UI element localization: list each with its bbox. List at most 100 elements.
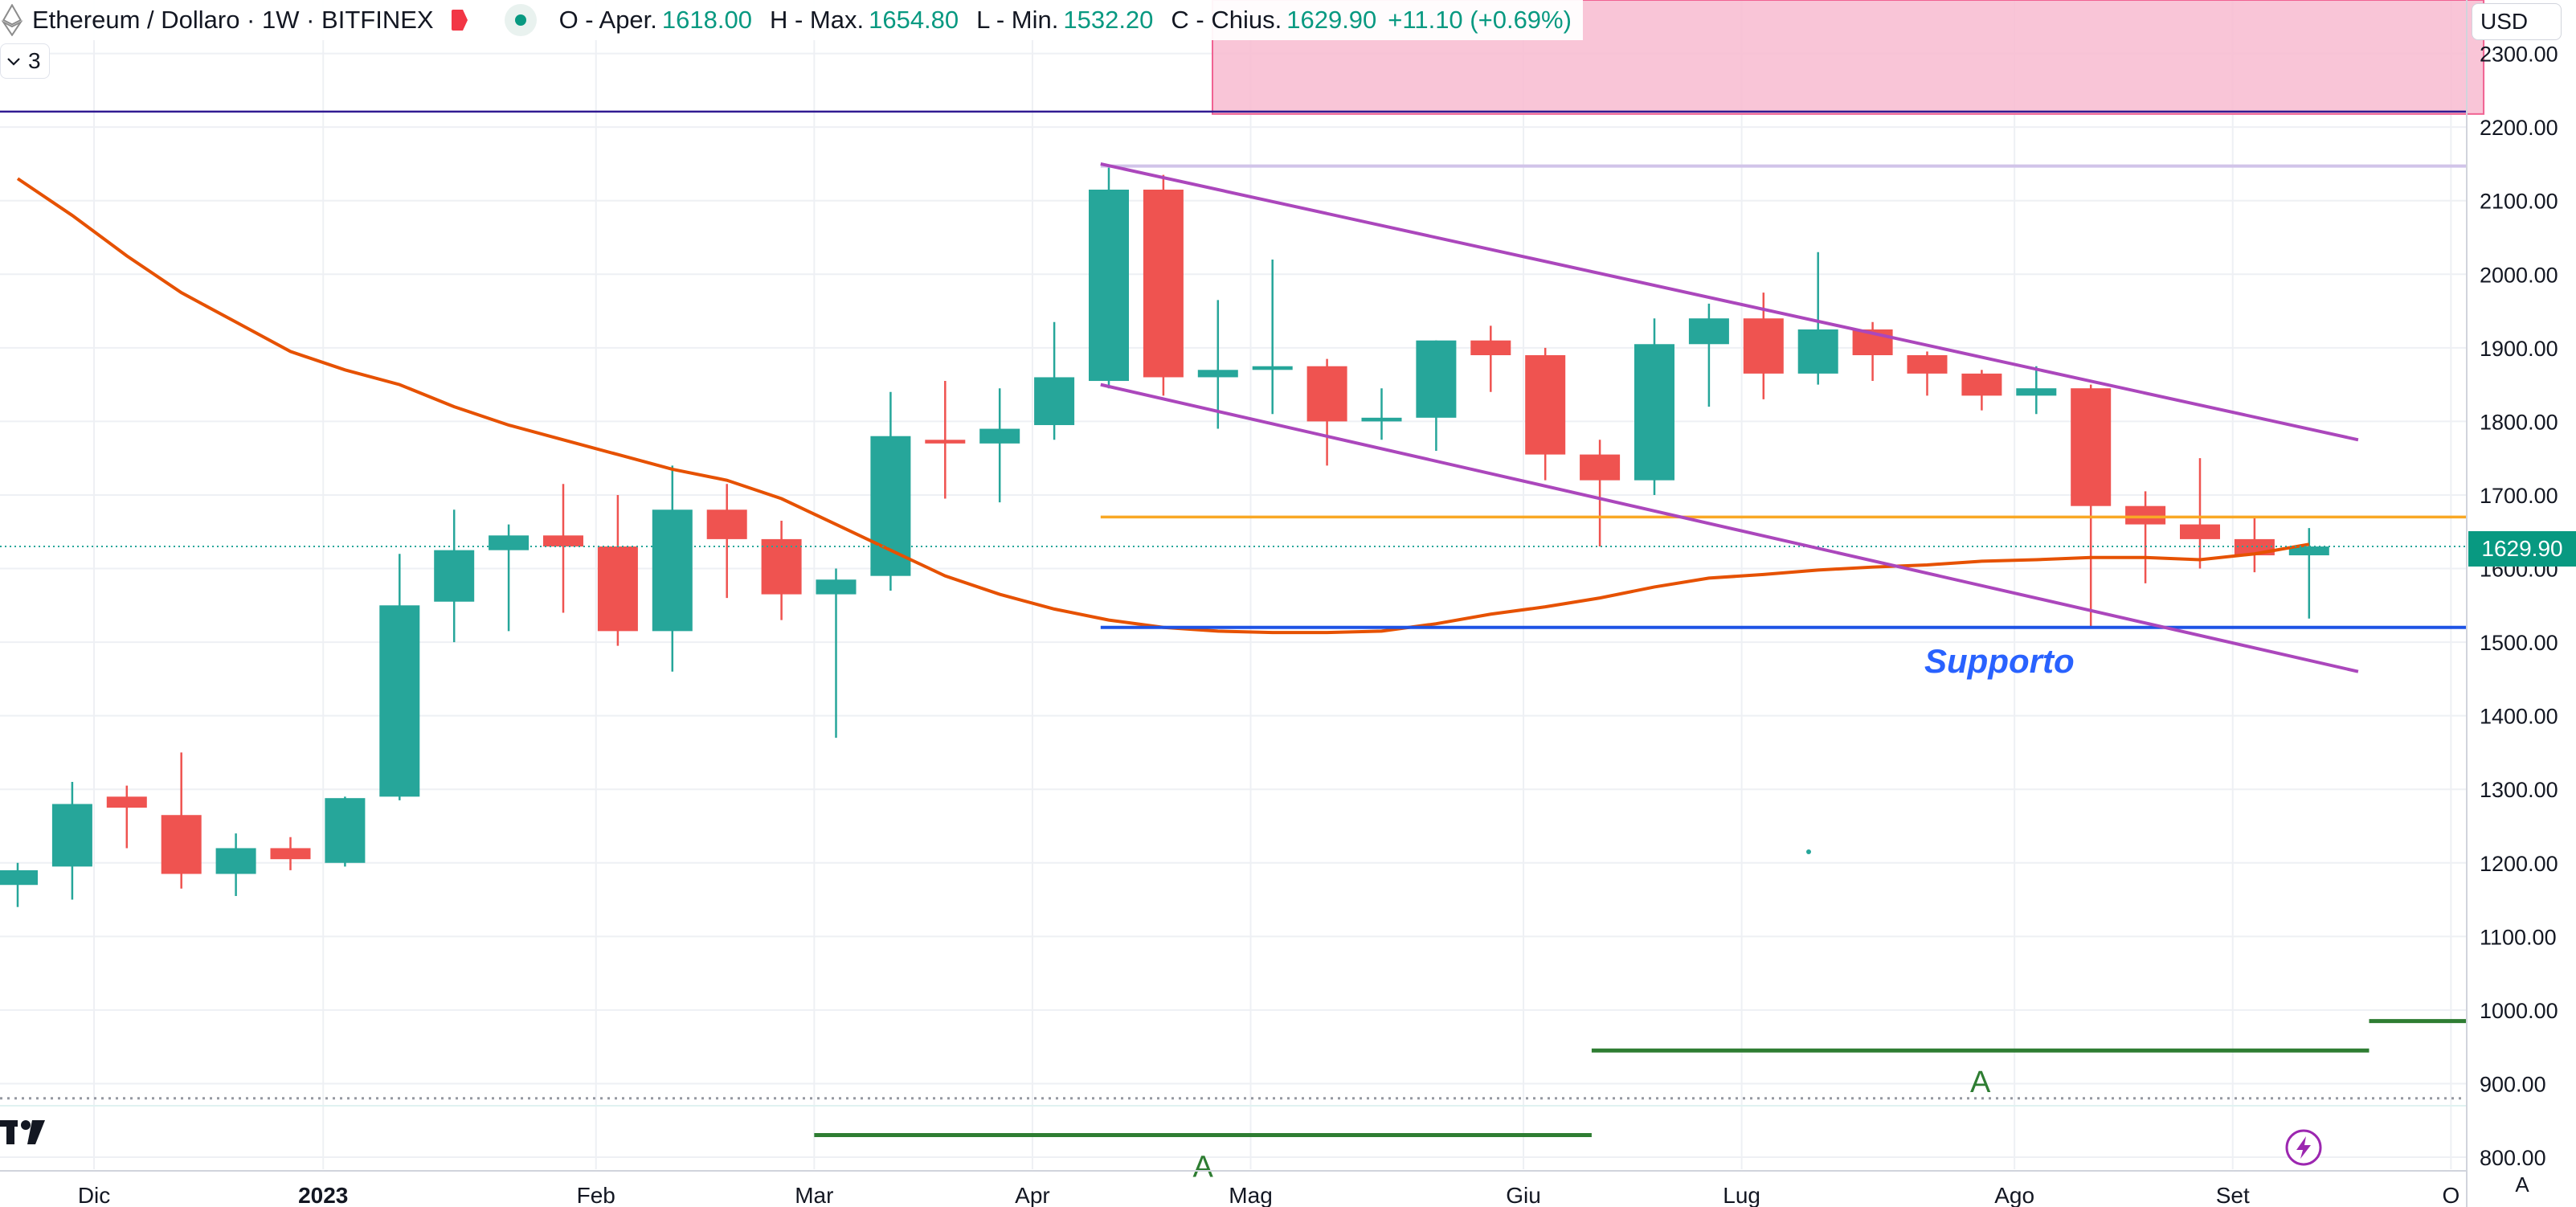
alert-label: A (1192, 1151, 1213, 1184)
candle (1743, 293, 1784, 399)
candle-body (979, 428, 1020, 444)
candle (816, 568, 857, 739)
candle (2288, 528, 2329, 619)
candle (161, 752, 202, 889)
y-tick-label: 1200.00 (2480, 852, 2558, 876)
candle (1470, 325, 1511, 392)
indicator-collapse-button[interactable]: 3 (0, 43, 50, 79)
candle (0, 862, 38, 907)
x-tick-label: Ago (1994, 1183, 2034, 1207)
candle-body (1634, 344, 1674, 481)
auto-scale-button[interactable]: A (2515, 1172, 2529, 1197)
candle-body (1688, 318, 1729, 345)
candle-body (1143, 189, 1184, 378)
candle-body (2016, 388, 2057, 396)
x-tick-label: O (2442, 1183, 2459, 1207)
candle (1688, 303, 1729, 407)
candle (543, 484, 583, 613)
candle-body (1034, 377, 1075, 425)
low-value: 1532.20 (1063, 6, 1154, 34)
candle (1252, 259, 1293, 415)
candle-body (489, 535, 530, 550)
candle-body (270, 848, 311, 860)
candle-body (1961, 373, 2002, 396)
candle (270, 837, 311, 870)
candle-body (706, 509, 747, 539)
market-status-icon[interactable] (504, 4, 537, 36)
candle-body (2180, 524, 2220, 539)
candle (2180, 458, 2220, 569)
candle-body (1470, 340, 1511, 355)
candle (1580, 440, 1621, 547)
candle (870, 391, 911, 591)
y-tick-label: 1800.00 (2480, 410, 2558, 434)
candle (597, 494, 638, 646)
x-tick-label: Giu (1506, 1183, 1541, 1207)
candle (379, 554, 420, 800)
candle-body (1197, 370, 1238, 378)
high-label: H - Max. (769, 6, 865, 34)
candle (706, 484, 747, 599)
flag-icon[interactable] (451, 10, 474, 31)
candle (2071, 384, 2112, 628)
candle-body (1361, 417, 1402, 422)
candle-body (1525, 354, 1566, 455)
candle (434, 509, 475, 643)
symbol-title[interactable]: Ethereum / Dollaro · 1W · BITFINEX (32, 6, 434, 34)
candle (489, 524, 530, 632)
candle (2234, 517, 2275, 573)
candle-body (1306, 366, 1347, 422)
open-value: 1618.00 (661, 6, 752, 34)
candle-body (870, 436, 911, 576)
alert-label: A (1970, 1066, 1991, 1099)
candle (1907, 351, 1948, 396)
y-tick-label: 1700.00 (2480, 484, 2558, 508)
y-tick-label: 1300.00 (2480, 778, 2558, 802)
open-label: O - Aper. (558, 6, 657, 34)
candle-body (1580, 454, 1621, 481)
candle (1089, 167, 1129, 389)
candle (1197, 300, 1238, 429)
candle (2125, 491, 2166, 583)
candle (1416, 340, 1457, 452)
y-tick-label: 2300.00 (2480, 43, 2558, 67)
candle-body (161, 815, 202, 874)
x-tick-label: Mag (1229, 1183, 1272, 1207)
candle-body (2125, 505, 2166, 525)
marker-dot (1806, 849, 1811, 854)
channel-upper-line (1100, 162, 2359, 442)
candle (106, 785, 147, 849)
candle (1361, 388, 1402, 440)
y-tick-label: 800.00 (2480, 1146, 2546, 1170)
candle-body (1089, 189, 1129, 382)
last-price-label: 1629.90 (2468, 531, 2576, 567)
candle-body (816, 579, 857, 595)
tradingview-logo-icon[interactable] (0, 1117, 56, 1149)
indicator-count: 3 (28, 48, 41, 73)
y-tick-label: 2200.00 (2480, 116, 2558, 140)
support-label: Supporto (1924, 642, 2075, 680)
candle-body (325, 798, 366, 863)
candle-body (0, 869, 38, 886)
grid-lines (0, 0, 2467, 1169)
candle (1961, 370, 2002, 411)
lightning-icon[interactable] (2284, 1128, 2323, 1167)
candle-body (1797, 329, 1838, 374)
candle-body (1743, 318, 1784, 374)
candle (215, 833, 256, 896)
candle (325, 796, 366, 867)
currency-selector[interactable]: USD (2472, 3, 2562, 40)
candle-body (379, 605, 420, 797)
candle-body (434, 550, 475, 602)
candle-body (215, 848, 256, 874)
candle-body (1252, 366, 1293, 370)
currency-label: USD (2480, 9, 2529, 34)
x-tick-label: Apr (1015, 1183, 1050, 1207)
ethereum-icon (1, 4, 23, 36)
ohlc-readout: O - Aper. 1618.00 H - Max. 1654.80 L - M… (559, 6, 1572, 35)
candle (51, 782, 92, 900)
candle (1797, 252, 1838, 385)
candle (1034, 321, 1075, 440)
